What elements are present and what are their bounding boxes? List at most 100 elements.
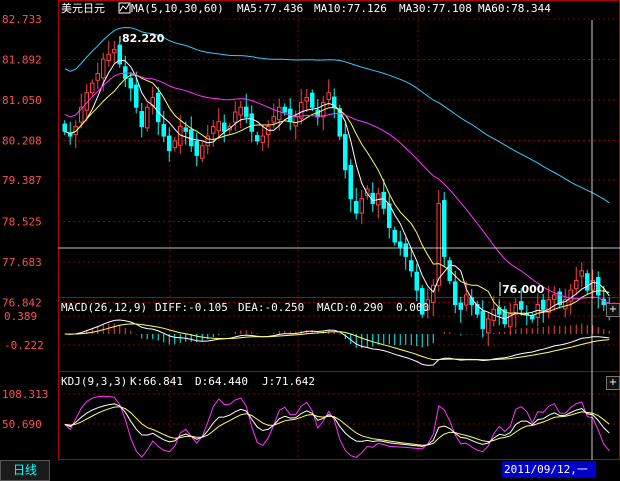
candle-body <box>557 291 563 306</box>
candle-body <box>210 125 216 134</box>
candle-body <box>568 289 574 302</box>
kdj-d: D:64.440 <box>195 375 248 388</box>
y-tick-main: 82.733 <box>2 13 42 26</box>
candle-body <box>293 116 299 127</box>
candle-body <box>254 135 260 142</box>
candle-body <box>172 140 178 149</box>
candle-body <box>62 123 68 132</box>
candle-body <box>100 58 106 79</box>
y-tick-main: 78.525 <box>2 216 42 229</box>
candle-body <box>579 270 585 277</box>
candle-body <box>249 113 255 132</box>
ma60-line <box>64 26 610 204</box>
kdj-d-line <box>64 406 610 446</box>
kdj-j-line <box>64 395 610 458</box>
candle-body <box>128 77 134 89</box>
macd-dea: DEA:-0.250 <box>238 301 304 314</box>
candle-body <box>205 135 211 147</box>
y-tick-main: 77.683 <box>2 256 42 269</box>
candle-body <box>161 124 167 137</box>
macd-diff-line <box>64 319 610 366</box>
candle-body <box>562 299 568 310</box>
grid-lines <box>58 0 620 460</box>
candle-body <box>166 135 172 152</box>
macd-expand-button[interactable]: + <box>606 303 620 317</box>
candle-body <box>95 73 101 81</box>
candle-body <box>485 318 491 334</box>
kdj-j: J:71.642 <box>262 375 315 388</box>
main-pane-frame <box>58 0 620 298</box>
candle-body <box>271 116 277 123</box>
cursor-date-readout: 2011/09/12,一 <box>502 461 596 478</box>
candle-body <box>183 127 189 132</box>
high-annotation: 82.220 <box>122 32 165 45</box>
moving-average-lines <box>64 26 610 320</box>
y-tick-main: 80.208 <box>2 135 42 148</box>
candle-body <box>419 288 425 315</box>
candle-body <box>111 48 117 54</box>
ma30-value: MA30:77.108 <box>399 2 472 15</box>
kdj-params: KDJ(9,3,3) <box>61 375 127 388</box>
candle-body <box>546 299 552 313</box>
candle-body <box>194 140 200 156</box>
y-tick-kdj: 108.313 <box>2 388 48 401</box>
candle-body <box>348 164 354 200</box>
candle-body <box>507 313 513 328</box>
candle-body <box>359 198 365 214</box>
candle-body <box>551 294 557 301</box>
candle-body <box>474 304 480 315</box>
instrument-name: 美元日元 <box>61 2 105 15</box>
candle-body <box>540 299 546 310</box>
candle-body <box>518 301 524 310</box>
candle-body <box>326 92 332 101</box>
ma5-value: MA5:77.436 <box>237 2 303 15</box>
ma-params: MA(5,10,30,60) <box>131 2 224 15</box>
y-axis-labels: 82.733 81.892 81.050 80.208 79.387 78.525 77.6… <box>2 13 48 431</box>
candle-body <box>342 134 348 171</box>
candle-body <box>463 294 469 306</box>
candle-body <box>106 53 112 62</box>
y-tick-main: 81.050 <box>2 94 42 107</box>
kdj-k-line <box>64 403 610 447</box>
candle-body <box>238 106 244 116</box>
ma30-line <box>64 72 610 304</box>
candle-body <box>392 229 398 243</box>
y-tick-main: 76.842 <box>2 297 42 310</box>
y-tick-macd: -0.222 <box>4 339 44 352</box>
candle-body <box>199 145 205 159</box>
candle-body <box>188 129 194 147</box>
macd-dea-line <box>64 323 610 361</box>
candle-body <box>221 122 227 132</box>
candle-body <box>337 108 343 137</box>
candle-body <box>452 281 458 306</box>
candle-body <box>144 106 150 129</box>
y-tick-main: 81.892 <box>2 53 42 66</box>
candle-body <box>232 111 238 123</box>
candle-body <box>408 260 414 272</box>
candle-body <box>78 106 84 123</box>
candle-body <box>458 302 464 310</box>
low-annotation: 76.000 <box>502 283 545 296</box>
candle-body <box>243 106 249 118</box>
candle-body <box>282 106 288 113</box>
candle-body <box>590 279 596 291</box>
candle-body <box>425 299 431 311</box>
ma10-value: MA10:77.126 <box>314 2 387 15</box>
candle-body <box>133 84 139 108</box>
candle-body <box>595 277 601 296</box>
candle-body <box>304 97 310 102</box>
bottom-bar <box>0 460 620 480</box>
tab-daily[interactable]: 日线 <box>0 460 50 481</box>
candle-body <box>67 132 73 137</box>
candle-body <box>430 284 436 304</box>
kdj-expand-button[interactable]: + <box>606 376 620 390</box>
candle-body <box>73 125 79 136</box>
kdj-k: K:66.841 <box>130 375 183 388</box>
candle-body <box>155 92 161 123</box>
candle-body <box>276 106 282 121</box>
candle-body <box>309 92 315 108</box>
macd-series <box>64 319 610 366</box>
candle-body <box>513 304 519 315</box>
candle-body <box>502 309 508 325</box>
